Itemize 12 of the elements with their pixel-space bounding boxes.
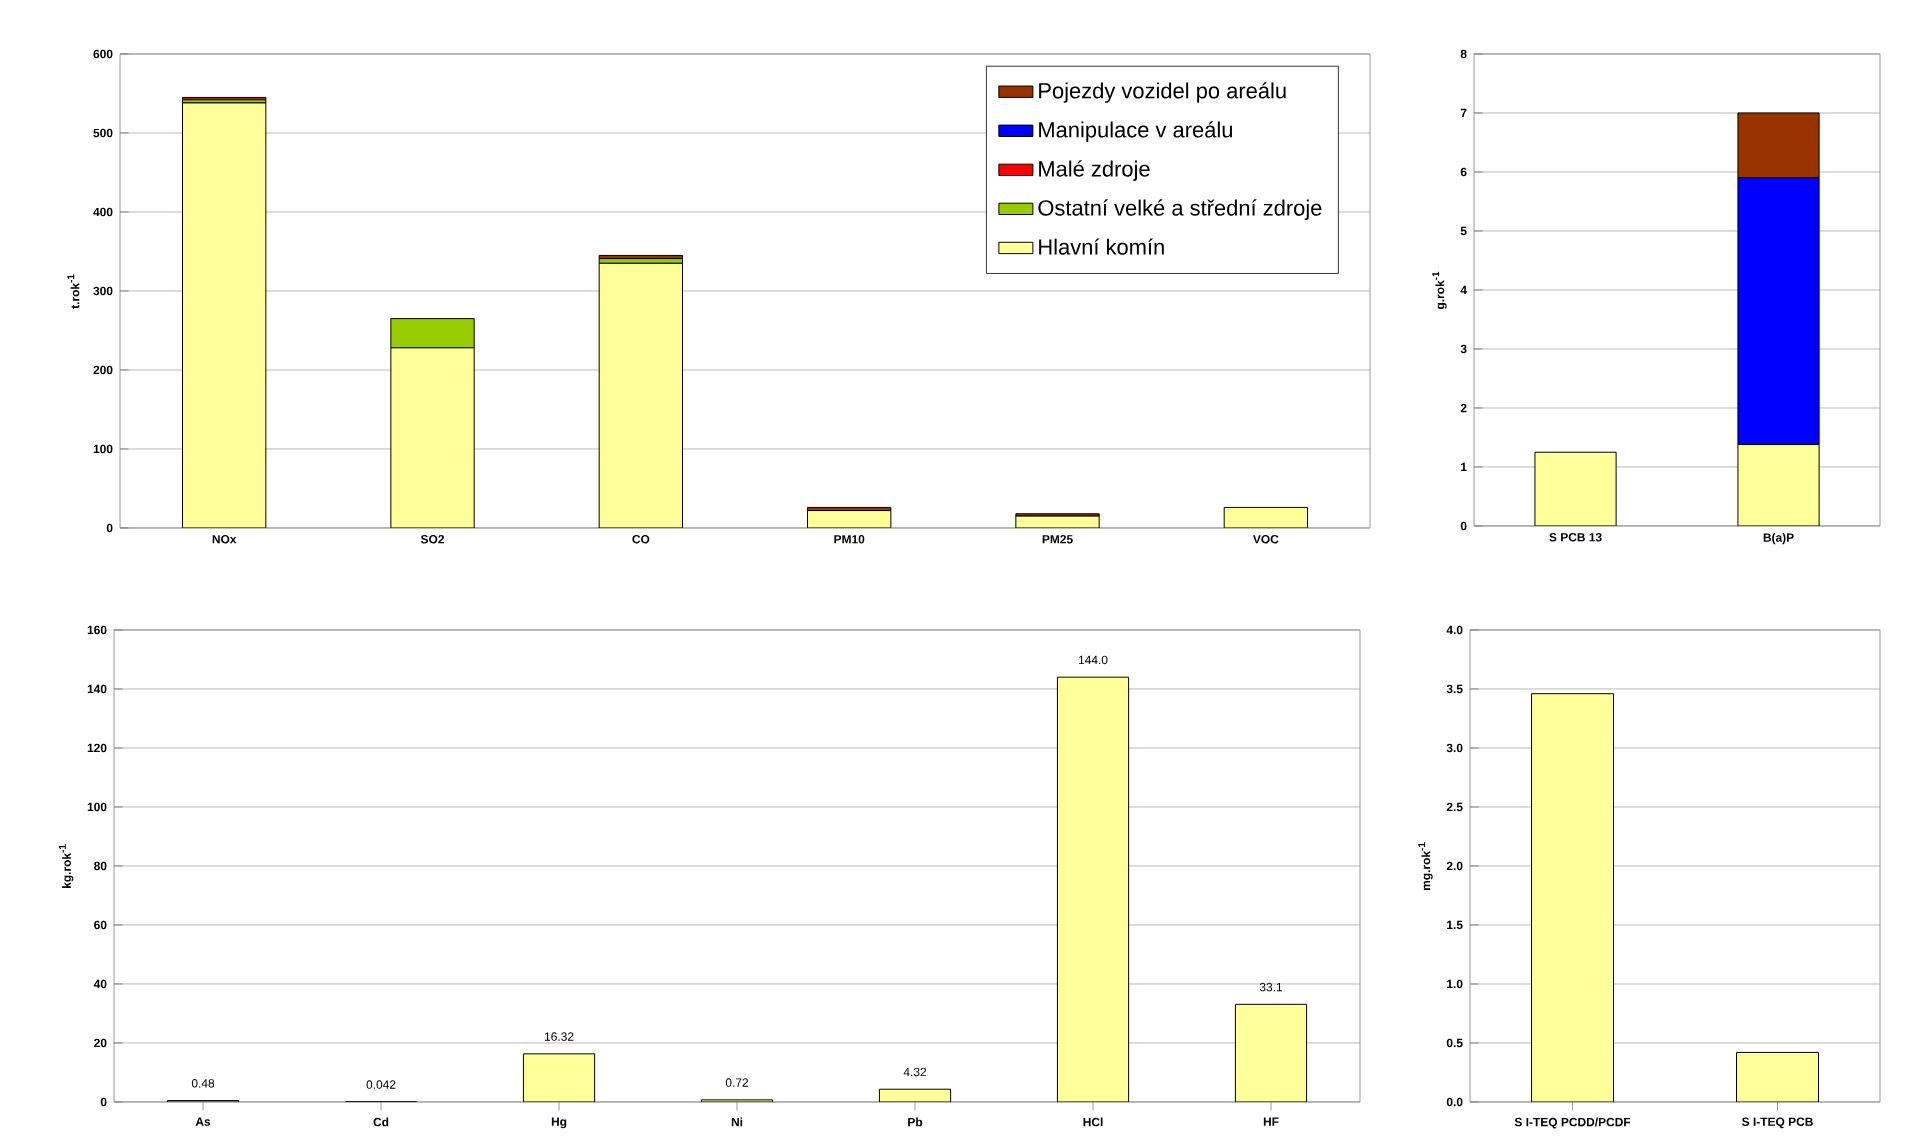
bar bbox=[390, 318, 475, 349]
legend-label: Manipulace v areálu bbox=[1039, 121, 1232, 142]
legend-label: Pojezdy vozidel po areálu bbox=[1039, 82, 1286, 103]
bar bbox=[182, 102, 267, 528]
legend-label: Malé zdroje bbox=[1039, 160, 1150, 181]
bar bbox=[1534, 451, 1617, 526]
bar bbox=[1223, 506, 1309, 528]
legend-label: Ostatní velké a střední zdroje bbox=[1038, 199, 1322, 220]
bar bbox=[807, 510, 891, 528]
bar bbox=[598, 262, 684, 528]
bar bbox=[390, 347, 475, 528]
legend-label: Hlavní komín bbox=[1039, 238, 1164, 255]
